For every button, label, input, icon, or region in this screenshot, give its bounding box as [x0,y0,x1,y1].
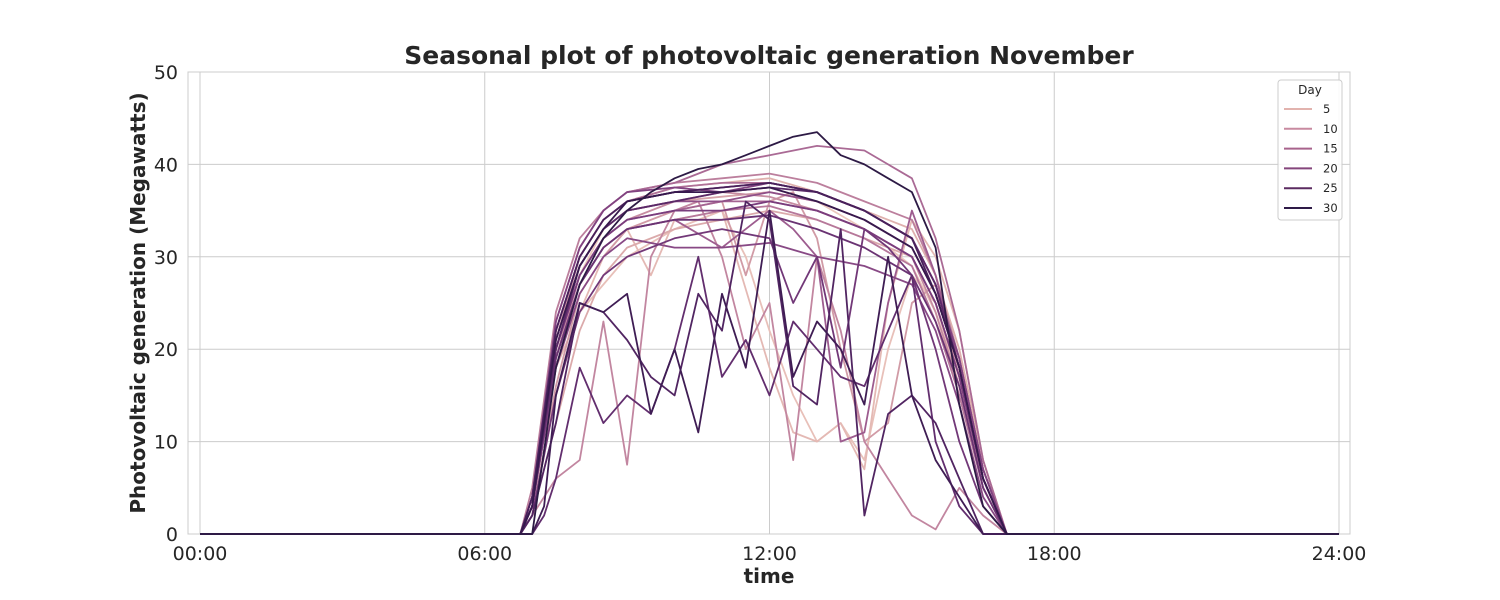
legend-label: 10 [1323,122,1338,136]
legend-label: 25 [1323,181,1338,195]
x-axis-label: time [744,564,795,588]
plot-frame [187,71,1351,535]
y-tick-label: 20 [154,339,178,361]
legend-title: Day [1298,83,1322,97]
y-tick-label: 30 [154,247,178,269]
x-tick-label: 06:00 [457,543,512,565]
x-tick-label: 12:00 [742,543,797,565]
y-axis-label: Photovoltaic generation (Megawatts) [126,92,150,513]
series-line-day-24 [200,255,1339,535]
legend: Day 5 10 15 20 25 30 [1277,79,1343,221]
series-line-day-10 [200,200,1339,535]
x-tick-label: 00:00 [173,543,228,565]
legend-items: 5 10 15 20 25 30 [1284,102,1338,215]
chart-title: Seasonal plot of photovoltaic generation… [404,41,1134,70]
legend-label: 15 [1323,142,1338,156]
series-line-day-26 [200,200,1339,535]
series-layer [200,131,1339,535]
series-line-day-23 [200,214,1339,535]
y-tick-label: 10 [154,432,178,454]
series-line-day-30 [200,131,1339,535]
legend-box [1277,79,1343,221]
x-tick-labels: 00:00 06:00 12:00 18:00 24:00 [173,543,1367,565]
y-tick-labels: 0 10 20 30 40 50 [154,62,178,546]
series-line-day-29 [200,186,1339,535]
y-tick-label: 40 [154,154,178,176]
series-line-day-20 [200,181,1339,535]
x-tick-label: 24:00 [1312,543,1367,565]
x-tick-label: 18:00 [1027,543,1082,565]
legend-label: 5 [1323,102,1330,116]
legend-label: 30 [1323,201,1338,215]
legend-label: 20 [1323,161,1338,175]
y-tick-label: 50 [154,62,178,84]
y-tick-label: 0 [166,524,178,546]
series-line-day-28 [200,209,1339,535]
